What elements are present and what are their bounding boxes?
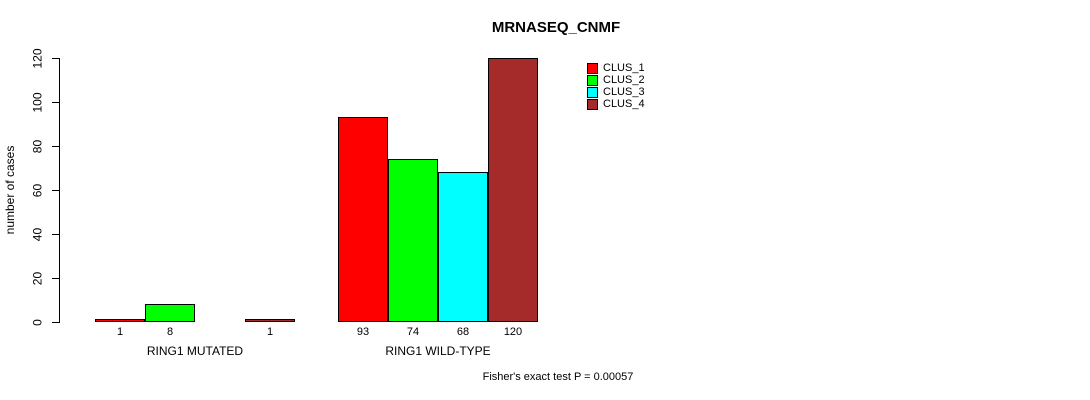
legend-swatch-clus_1 — [587, 63, 598, 74]
legend-label: CLUS_3 — [603, 86, 645, 98]
bar-clus_4-mutated — [245, 319, 295, 322]
group-label-wild-type: RING1 WILD-TYPE — [385, 344, 491, 358]
y-tick-label: 120 — [30, 47, 45, 69]
bar-clus_1-wild-type — [338, 117, 388, 322]
y-tick-mark — [52, 57, 59, 59]
chart-title: MRNASEQ_CNMF — [491, 19, 621, 36]
y-tick-mark — [52, 101, 59, 103]
bar-clus_2-wild-type — [388, 159, 438, 322]
legend-label: CLUS_4 — [603, 98, 645, 110]
footer-note: Fisher's exact test P = 0.00057 — [482, 371, 634, 383]
y-axis-label: number of cases — [3, 145, 17, 235]
legend-row: CLUS_3 — [587, 87, 645, 98]
y-tick-mark — [52, 233, 59, 235]
y-tick-mark — [52, 277, 59, 279]
legend-label: CLUS_1 — [603, 62, 645, 74]
bar-value-label: 1 — [116, 326, 124, 338]
y-tick-label: 20 — [30, 271, 45, 285]
bar-clus_1-mutated — [95, 319, 145, 322]
legend-row: CLUS_2 — [587, 75, 645, 86]
legend-label: CLUS_2 — [603, 74, 645, 86]
y-tick-label: 0 — [30, 318, 45, 326]
y-axis-line — [59, 58, 60, 323]
bar-value-label: 68 — [456, 326, 470, 338]
y-tick-label: 100 — [30, 91, 45, 113]
y-tick-label: 60 — [30, 183, 45, 197]
bar-value-label: 93 — [356, 326, 370, 338]
legend-row: CLUS_4 — [587, 99, 645, 110]
bar-clus_2-mutated — [145, 304, 195, 322]
y-tick-mark — [52, 321, 59, 323]
bar-clus_4-wild-type — [488, 58, 538, 322]
bar-value-label: 74 — [406, 326, 420, 338]
y-tick-label: 40 — [30, 227, 45, 241]
legend-swatch-clus_3 — [587, 87, 598, 98]
y-tick-mark — [52, 189, 59, 191]
legend-swatch-clus_4 — [587, 99, 598, 110]
bar-value-label: 1 — [266, 326, 274, 338]
bar-value-label: 120 — [503, 326, 523, 338]
y-tick-label: 80 — [30, 139, 45, 153]
legend-row: CLUS_1 — [587, 63, 645, 74]
group-label-mutated: RING1 MUTATED — [146, 344, 244, 358]
bar-value-label: 8 — [166, 326, 174, 338]
bar-clus_3-wild-type — [438, 172, 488, 322]
y-tick-mark — [52, 145, 59, 147]
legend: CLUS_1 CLUS_2 CLUS_3 CLUS_4 — [587, 63, 645, 111]
legend-swatch-clus_2 — [587, 75, 598, 86]
